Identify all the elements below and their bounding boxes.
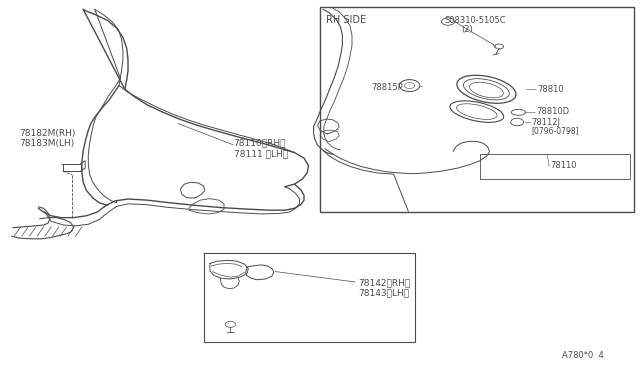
Text: A780*0  4: A780*0 4 <box>561 351 604 360</box>
Bar <box>204 253 415 342</box>
Text: 78112J: 78112J <box>531 118 560 126</box>
Text: RH SIDE: RH SIDE <box>326 16 367 25</box>
Text: 78110〈RH〉: 78110〈RH〉 <box>234 139 286 148</box>
Text: S08310-5105C: S08310-5105C <box>445 16 506 25</box>
Text: 78143〈LH〉: 78143〈LH〉 <box>358 288 410 297</box>
Text: 78815P: 78815P <box>371 83 403 92</box>
Text: 78111 〈LH〉: 78111 〈LH〉 <box>234 149 288 158</box>
Text: 78182M(RH): 78182M(RH) <box>19 129 76 138</box>
Text: 78810D: 78810D <box>536 107 570 116</box>
Bar <box>480 154 630 179</box>
Text: 78810: 78810 <box>538 85 564 94</box>
Text: 78183M(LH): 78183M(LH) <box>19 140 74 148</box>
Text: [0796-0798]: [0796-0798] <box>531 126 579 135</box>
Bar <box>320 7 634 212</box>
Text: 78142〈RH〉: 78142〈RH〉 <box>358 278 411 287</box>
Text: 78110: 78110 <box>550 161 577 170</box>
Text: (2): (2) <box>461 25 472 34</box>
